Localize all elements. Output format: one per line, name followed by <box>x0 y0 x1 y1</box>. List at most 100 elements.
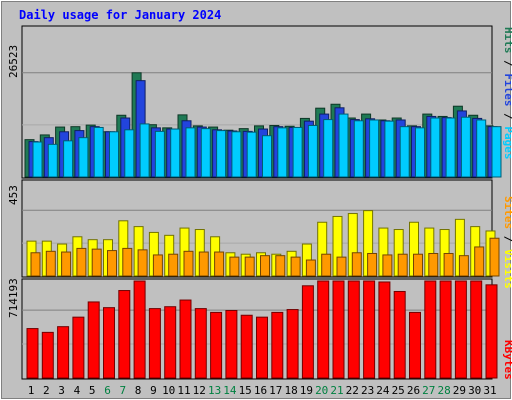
bar-pages-day-12 <box>200 128 211 178</box>
bar-kbytes-day-15 <box>240 314 253 379</box>
bar-kbytes-day-31 <box>485 284 498 379</box>
bar-kbytes-day-19 <box>301 285 314 379</box>
x-tick-label-day-17: 17 <box>269 384 282 397</box>
x-tick-label-day-29: 29 <box>453 384 466 397</box>
bar-pages-day-20 <box>323 119 334 178</box>
bar-sites-day-26 <box>413 253 423 277</box>
bar-sites-day-28 <box>443 252 454 277</box>
x-tick-label-day-31: 31 <box>483 384 496 397</box>
bar-kbytes-day-12 <box>194 308 207 379</box>
legend-separator-3: / <box>502 229 512 249</box>
legend-visits: Visits <box>502 249 512 289</box>
bar-sites-day-30 <box>474 246 485 277</box>
x-tick-label-day-3: 3 <box>58 384 65 397</box>
x-tick-label-day-2: 2 <box>43 384 50 397</box>
bar-pages-day-25 <box>399 126 410 178</box>
legend-pages: Pages <box>502 126 512 159</box>
bar-kbytes-day-10 <box>164 306 177 379</box>
x-tick-label-day-19: 19 <box>300 384 313 397</box>
bar-kbytes-day-21 <box>332 280 345 379</box>
x-tick-label-day-26: 26 <box>407 384 420 397</box>
panel-kbytes-legend: KBytes <box>502 340 512 380</box>
x-tick-label-day-30: 30 <box>468 384 481 397</box>
bar-kbytes-day-7 <box>118 290 131 379</box>
x-tick-label-day-4: 4 <box>74 384 81 397</box>
x-tick-label-day-16: 16 <box>254 384 267 397</box>
bar-kbytes-day-22 <box>347 280 360 379</box>
legend-files: Files <box>502 73 512 106</box>
bar-pages-day-7 <box>124 129 135 178</box>
bar-pages-day-28 <box>445 117 456 178</box>
bar-sites-day-5 <box>91 248 102 277</box>
bar-pages-day-8 <box>139 123 150 178</box>
bar-kbytes-day-26 <box>409 311 421 379</box>
bar-kbytes-day-24 <box>378 281 391 379</box>
bar-sites-day-2 <box>45 250 56 277</box>
bar-pages-day-22 <box>353 120 364 178</box>
bar-sites-day-10 <box>168 253 179 277</box>
chart-title: Daily usage for January 2024 <box>19 8 221 22</box>
bar-sites-day-1 <box>30 252 41 277</box>
bar-kbytes-day-23 <box>363 280 376 379</box>
x-tick-label-day-14: 14 <box>223 384 237 397</box>
legend-sites: Sites <box>502 196 512 229</box>
bar-sites-day-18 <box>290 256 301 277</box>
x-tick-label-day-13: 13 <box>208 384 221 397</box>
bar-sites-day-14 <box>229 256 240 277</box>
bar-pages-day-23 <box>369 119 380 178</box>
bar-pages-day-13 <box>216 130 227 178</box>
panel-kbytes-ymax-label: 714193 <box>7 278 20 318</box>
bar-kbytes-day-9 <box>148 308 161 379</box>
bar-sites-day-31 <box>489 237 500 277</box>
bar-sites-day-24 <box>382 254 393 277</box>
bar-kbytes-day-27 <box>424 280 437 379</box>
bar-kbytes-day-20 <box>317 280 330 379</box>
x-tick-label-day-25: 25 <box>392 384 405 397</box>
bar-pages-day-29 <box>460 116 471 178</box>
bar-kbytes-day-11 <box>179 299 192 379</box>
bar-kbytes-day-28 <box>439 280 452 379</box>
panel-visits-sites-legend: Sites / Visits <box>502 196 512 289</box>
bar-pages-day-4 <box>78 137 89 178</box>
bar-sites-day-15 <box>244 256 255 277</box>
bar-sites-day-8 <box>137 249 148 277</box>
x-tick-label-day-7: 7 <box>119 384 126 397</box>
x-tick-label-day-27: 27 <box>422 384 435 397</box>
x-tick-label-day-10: 10 <box>162 384 175 397</box>
bar-pages-day-19 <box>307 124 318 178</box>
x-tick-label-day-24: 24 <box>376 384 390 397</box>
bar-sites-day-12 <box>198 251 209 277</box>
panel-hits-files-pages: 26523 Hits / Files / Pages <box>7 25 512 179</box>
bar-sites-day-23 <box>367 252 378 277</box>
bar-sites-day-11 <box>183 250 194 277</box>
panel-kbytes: 714193 KBytes <box>7 278 512 380</box>
x-tick-label-day-5: 5 <box>89 384 96 397</box>
bar-pages-day-16 <box>262 135 272 178</box>
x-tick-label-day-9: 9 <box>150 384 157 397</box>
bar-kbytes-day-1 <box>26 328 39 379</box>
x-axis-day-labels: 1 2 3 4 5 6 7 8 9 10 11 12 13 14 15 16 17 18 19 20 21 22 23 24 2… <box>28 384 497 397</box>
x-tick-label-day-12: 12 <box>193 384 206 397</box>
bar-kbytes-day-14 <box>225 309 238 379</box>
bar-sites-day-7 <box>122 247 133 277</box>
bar-pages-day-5 <box>93 126 104 178</box>
bar-pages-day-31 <box>491 126 502 178</box>
bar-pages-day-11 <box>185 127 196 178</box>
panel-visits-sites: 453 Sites / Visits <box>7 179 512 289</box>
bar-kbytes-day-18 <box>286 309 299 379</box>
legend-separator-1: / <box>502 54 512 74</box>
bar-sites-day-20 <box>321 253 332 277</box>
bar-kbytes-day-4 <box>72 316 85 379</box>
bar-pages-day-1 <box>32 141 43 178</box>
x-tick-label-day-28: 28 <box>437 384 450 397</box>
legend-kbytes: KBytes <box>502 340 512 380</box>
bar-kbytes-day-17 <box>271 311 284 379</box>
bar-pages-day-14 <box>231 131 242 178</box>
bar-pages-day-17 <box>277 127 288 178</box>
legend-hits: Hits <box>502 27 512 54</box>
bar-sites-day-4 <box>76 247 87 277</box>
bar-sites-day-25 <box>397 253 408 277</box>
x-tick-label-day-18: 18 <box>284 384 297 397</box>
